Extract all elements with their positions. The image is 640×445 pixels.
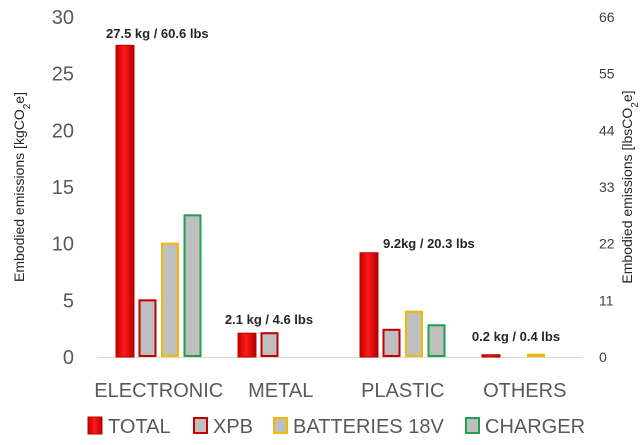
y-tick-label: 5 (63, 290, 74, 312)
category-label-electronic: ELECTRONIC (94, 380, 223, 402)
data-label-others: 0.2 kg / 0.4 lbs (472, 329, 560, 344)
bar-total-others (481, 354, 501, 358)
bar-batteries-18v-plastic (405, 310, 423, 357)
data-label-plastic: 9.2kg / 20.3 lbs (383, 236, 475, 251)
y-tick-label: 0 (63, 347, 74, 369)
legend-item-xpb: XPB (193, 416, 253, 438)
bar-xpb-electronic (138, 299, 157, 358)
legend-swatch (465, 417, 480, 434)
y2-tick-label: 66 (599, 9, 615, 25)
bar-charger-plastic (427, 324, 446, 357)
y2-tick-label: 44 (599, 122, 615, 138)
y2-tick-label: 22 (599, 236, 615, 252)
bar-total-metal (237, 332, 257, 358)
legend-swatch (273, 417, 288, 434)
y2-axis-title: Embodied emissions [lbsCO2e] (619, 90, 640, 283)
legend-item-total: TOTAL (87, 416, 171, 438)
data-label-metal: 2.1 kg / 4.6 lbs (225, 312, 313, 327)
legend-label: TOTAL (108, 416, 171, 438)
y2-tick-label: 0 (599, 349, 607, 365)
y-axis-title: Embodied emissions [kgCO2e] (11, 92, 33, 282)
bar-charger-electronic (183, 214, 202, 357)
bar-batteries-18v-electronic (161, 242, 179, 358)
y2-tick-label: 33 (599, 179, 615, 195)
category-label-metal: METAL (248, 380, 313, 402)
legend-item-batteries-18v: BATTERIES 18V (273, 416, 444, 438)
y-tick-label: 25 (52, 64, 74, 86)
bars-layer (115, 44, 545, 358)
legend: TOTAL XPB BATTERIES 18V CHARGER (87, 416, 585, 438)
category-label-others: OTHERS (483, 380, 566, 402)
y-tick-label: 30 (52, 7, 74, 29)
legend-item-charger: CHARGER (465, 416, 585, 438)
y-tick-label: 15 (52, 177, 74, 199)
y2-tick-label: 11 (599, 292, 614, 308)
y-tick-label: 10 (52, 234, 74, 256)
legend-label: BATTERIES 18V (293, 416, 444, 438)
labels-layer: ELECTRONIC METAL PLASTIC OTHERS 27.5 kg / 60… (94, 26, 566, 402)
legend-label: XPB (213, 416, 253, 438)
category-label-plastic: PLASTIC (361, 380, 444, 402)
bar-xpb-metal (260, 332, 279, 358)
legend-label: CHARGER (485, 416, 585, 438)
axes-layer: 0 5 10 15 20 25 30 0 11 22 33 44 55 66 Embodied emissi… (11, 7, 640, 369)
y-tick-label: 20 (52, 120, 74, 142)
legend-swatch (193, 417, 208, 434)
bar-total-electronic (115, 44, 135, 358)
bar-xpb-plastic (382, 328, 401, 357)
y2-tick-label: 55 (599, 66, 615, 82)
bar-total-plastic (359, 252, 379, 358)
legend-swatch (87, 416, 103, 435)
bar-batteries-18v-others (527, 353, 545, 358)
data-label-electronic: 27.5 kg / 60.6 lbs (106, 26, 209, 41)
